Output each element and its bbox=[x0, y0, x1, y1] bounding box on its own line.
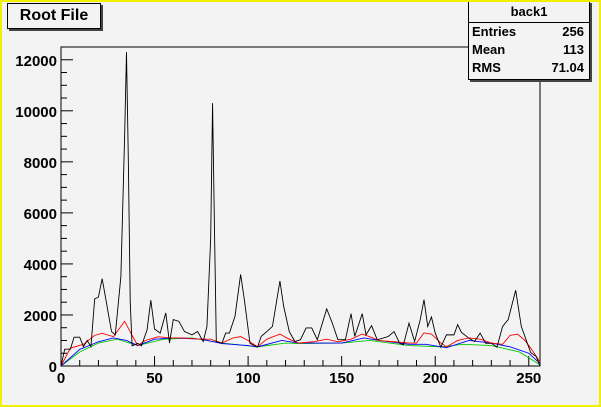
stats-label: Entries bbox=[472, 24, 517, 39]
y-tick-label: 2000 bbox=[24, 308, 57, 325]
y-tick-label: 4000 bbox=[24, 257, 57, 274]
stats-label: Mean bbox=[472, 42, 506, 57]
x-tick-label: 50 bbox=[146, 370, 163, 387]
y-tick-label: 0 bbox=[49, 359, 57, 376]
stats-row-entries: Entries 256 bbox=[469, 23, 589, 41]
series-line-0 bbox=[60, 52, 541, 367]
x-tick-label: 150 bbox=[329, 370, 354, 387]
stats-value: 113 bbox=[563, 42, 584, 57]
y-tick-label: 10000 bbox=[15, 104, 57, 121]
x-tick-label: 0 bbox=[57, 370, 65, 387]
stats-value: 71.04 bbox=[551, 60, 584, 75]
series-line-2 bbox=[60, 337, 541, 367]
stats-row-rms: RMS 71.04 bbox=[469, 59, 589, 77]
stats-title: back1 bbox=[469, 2, 589, 23]
root-file-button[interactable]: Root File bbox=[7, 3, 101, 29]
y-tick-label: 6000 bbox=[24, 206, 57, 223]
plot-frame bbox=[60, 46, 541, 367]
y-tick-label: 8000 bbox=[24, 155, 57, 172]
stats-label: RMS bbox=[472, 60, 501, 75]
series-line-3 bbox=[60, 337, 541, 367]
x-tick-label: 250 bbox=[516, 370, 541, 387]
stats-row-mean: Mean 113 bbox=[469, 41, 589, 59]
x-tick-label: 200 bbox=[423, 370, 448, 387]
y-tick-label: 12000 bbox=[15, 53, 57, 70]
x-tick-label: 100 bbox=[236, 370, 261, 387]
stats-box: back1 Entries 256 Mean 113 RMS 71.04 bbox=[468, 2, 590, 80]
stats-value: 256 bbox=[562, 24, 584, 39]
